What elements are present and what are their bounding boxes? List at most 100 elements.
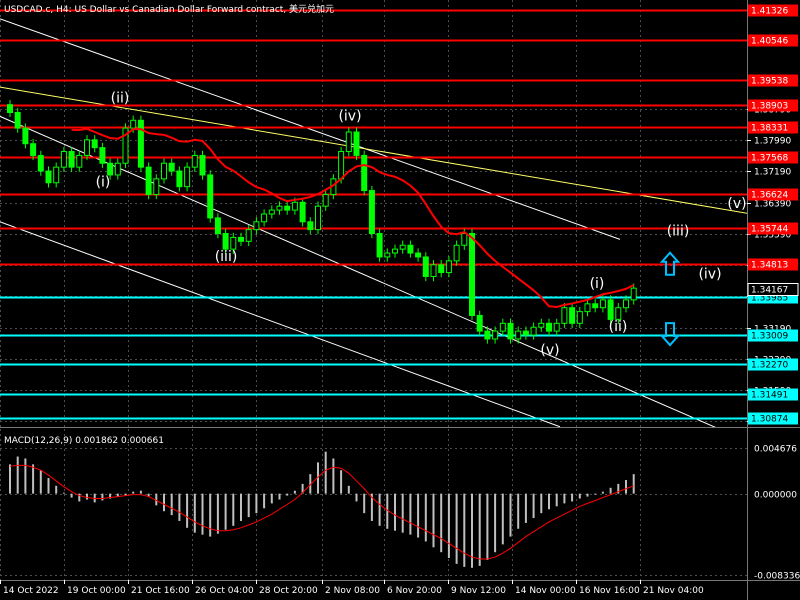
candle-body bbox=[584, 303, 591, 313]
candle-body bbox=[245, 229, 252, 242]
candle-body bbox=[499, 322, 506, 332]
candle-body bbox=[99, 147, 106, 164]
candle-body bbox=[230, 236, 237, 250]
resistance-price-text: 1.37568 bbox=[751, 154, 788, 164]
candle-body bbox=[60, 151, 67, 168]
wave-label: (iv) bbox=[338, 108, 361, 124]
resistance-price-box bbox=[748, 99, 798, 112]
candle-body bbox=[130, 119, 137, 129]
candle-body bbox=[22, 127, 29, 145]
candle-body bbox=[84, 139, 90, 156]
wave-label: (ii) bbox=[609, 319, 628, 335]
candle-body bbox=[253, 221, 260, 231]
macd-tick-label: 0.000000 bbox=[754, 491, 797, 501]
candle-body bbox=[145, 166, 152, 195]
candle-body bbox=[453, 244, 460, 262]
support-price-box bbox=[748, 412, 798, 425]
candle-body bbox=[7, 104, 13, 113]
resistance-price-text: 1.38331 bbox=[751, 124, 788, 134]
channel-line bbox=[0, 115, 716, 427]
candle-body bbox=[353, 131, 360, 156]
candle-body bbox=[284, 205, 291, 211]
macd-label: MACD(12,26,9) 0.001862 0.000661 bbox=[4, 436, 164, 446]
candle-body bbox=[376, 233, 383, 258]
candle-body bbox=[546, 322, 552, 332]
candle-body bbox=[469, 233, 475, 317]
candle-body bbox=[14, 111, 21, 129]
candle-body bbox=[553, 322, 560, 332]
wave-labels: (ii) (i) (iii) (iv) (i) (ii) (v) (iii) (iv) (v) bbox=[96, 91, 747, 359]
candle-body bbox=[592, 303, 599, 309]
candle-body bbox=[168, 162, 175, 172]
macd-tick-label: 0.004676 bbox=[754, 445, 797, 455]
arrows bbox=[659, 251, 681, 347]
candle-body bbox=[114, 162, 121, 176]
candle-body bbox=[191, 154, 198, 168]
wave-label: (iv) bbox=[698, 266, 721, 282]
support-price-box bbox=[748, 358, 798, 371]
time-tick-label: 14 Oct 2022 bbox=[3, 586, 59, 596]
resistance-price-text: 1.34813 bbox=[751, 261, 788, 271]
support-price-box bbox=[748, 329, 798, 342]
candle-body bbox=[91, 139, 98, 149]
resistance-price-text: 1.35744 bbox=[751, 225, 788, 235]
macd-signal-line bbox=[9, 464, 634, 560]
time-tick-label: 21 Oct 16:00 bbox=[131, 586, 190, 596]
candle-body bbox=[291, 201, 298, 211]
candle-body bbox=[430, 264, 437, 277]
candle-body bbox=[322, 193, 329, 207]
resistance-price-box bbox=[748, 121, 798, 134]
candle-body bbox=[522, 330, 529, 336]
candle-body bbox=[630, 287, 637, 301]
candle-body bbox=[438, 264, 445, 274]
candle-body bbox=[222, 233, 229, 250]
candle-body bbox=[45, 170, 52, 184]
time-tick-label: 2 Nov 08:00 bbox=[325, 586, 380, 596]
candle-body bbox=[176, 170, 183, 188]
current-price-text: 1.34167 bbox=[751, 286, 788, 296]
resistance-price-text: 1.38903 bbox=[751, 102, 788, 112]
resistance-price-box bbox=[748, 188, 798, 201]
time-tick-label: 21 Nov 04:00 bbox=[643, 586, 704, 596]
up-arrow-icon bbox=[659, 251, 681, 276]
price-tick-label: 1.36390 bbox=[754, 200, 791, 210]
candle-body bbox=[37, 154, 44, 172]
wave-label: (ii) bbox=[111, 91, 130, 107]
resistance-price-box bbox=[748, 151, 798, 164]
candle-body bbox=[515, 330, 522, 340]
candle-body bbox=[315, 205, 321, 231]
candle-body bbox=[122, 127, 129, 164]
chart-title: USDCAD.c, H4: US Dollar vs Canadian Doll… bbox=[4, 3, 334, 15]
time-tick-label: 14 Nov 00:00 bbox=[515, 586, 576, 596]
resistance-price-text: 1.39538 bbox=[751, 77, 788, 87]
price-axis: 1.387901.379901.371901.363901.355901.347… bbox=[747, 4, 799, 428]
candle-body bbox=[484, 330, 491, 340]
wave-label: (i) bbox=[590, 276, 605, 292]
channel-line bbox=[0, 221, 561, 427]
candle-body bbox=[392, 248, 398, 254]
candle-body bbox=[107, 162, 114, 176]
support-price-box bbox=[748, 388, 798, 401]
current-price-box bbox=[747, 283, 799, 296]
time-tick-label: 6 Nov 20:00 bbox=[387, 586, 442, 596]
price-tick-label: 1.37190 bbox=[754, 168, 791, 178]
candle-body bbox=[261, 213, 268, 223]
candle-body bbox=[569, 307, 576, 324]
macd-tick-label: -0.008336 bbox=[754, 572, 800, 582]
support-price-text: 1.31491 bbox=[751, 391, 788, 401]
candle-body bbox=[623, 299, 629, 309]
moving-average-line bbox=[71, 127, 635, 309]
candle-body bbox=[368, 190, 375, 235]
candle-body bbox=[399, 244, 406, 250]
support-price-text: 1.32270 bbox=[751, 361, 788, 371]
candle-body bbox=[615, 307, 622, 320]
candle-body bbox=[538, 322, 545, 328]
support-price-text: 1.30874 bbox=[751, 415, 788, 425]
candle-body bbox=[384, 252, 391, 258]
candle-body bbox=[507, 322, 514, 340]
candle-body bbox=[407, 244, 414, 254]
candle-body bbox=[153, 178, 160, 195]
resistance-price-box bbox=[748, 258, 798, 271]
candle-body bbox=[30, 143, 37, 156]
